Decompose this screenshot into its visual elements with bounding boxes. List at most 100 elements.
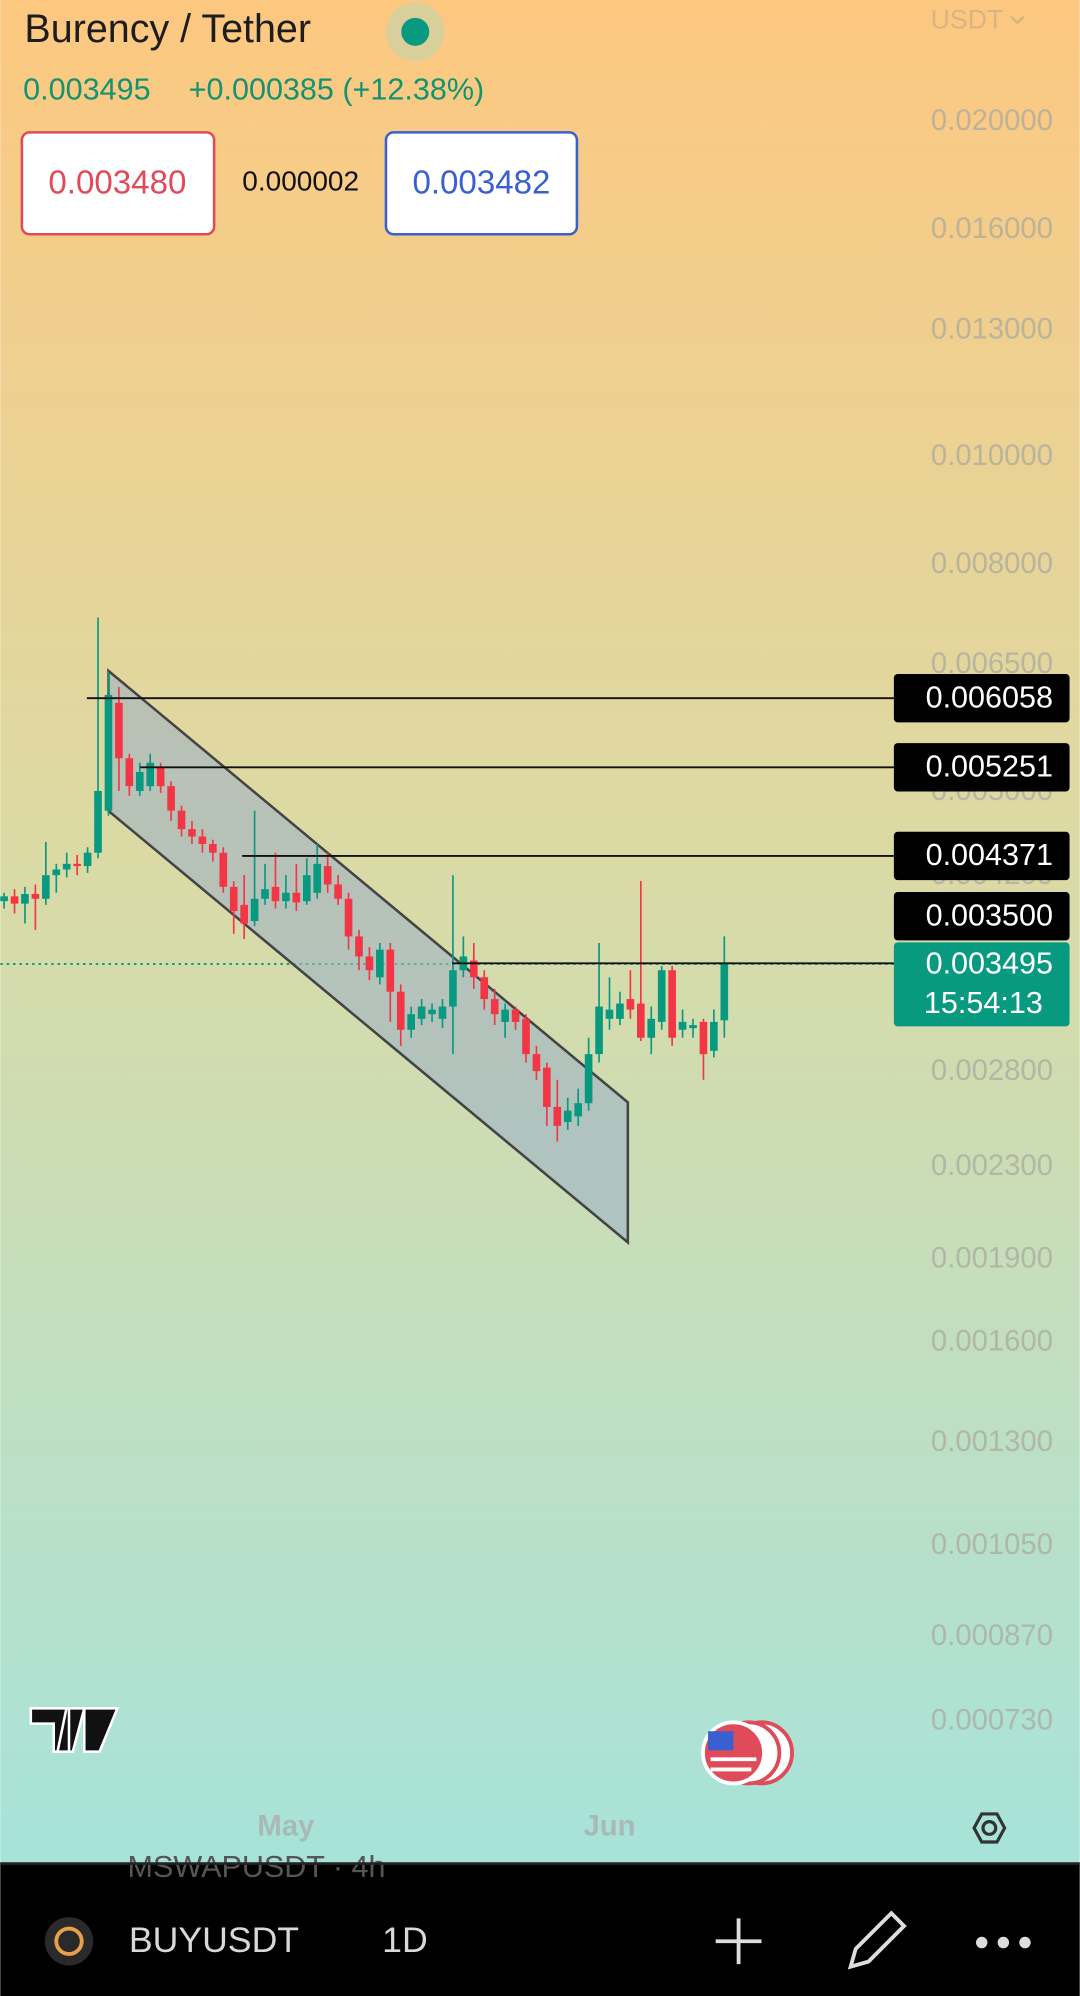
toolbar-symbol[interactable]: BUYUSDT — [129, 1920, 299, 1960]
candles — [0, 617, 729, 1142]
candle-body — [480, 977, 489, 1000]
candle-body — [647, 1018, 656, 1038]
y-tick-label: 0.002300 — [931, 1150, 1053, 1182]
y-tick-label: 0.000870 — [931, 1620, 1053, 1652]
market-status[interactable] — [401, 17, 430, 46]
more-button[interactable] — [975, 1936, 1031, 1949]
candle-body — [323, 866, 332, 885]
candle-body — [146, 762, 155, 787]
candle-body — [198, 836, 207, 845]
overlays: 0.006058 0.005251 0.004371 0.003500 0.003495… — [86, 674, 1070, 1027]
level-label: 0.006058 — [926, 681, 1053, 715]
candle-body — [636, 1003, 645, 1038]
candle-body — [574, 1103, 583, 1117]
symbol-title[interactable]: Burency / Tether — [24, 7, 311, 51]
symbol-icon[interactable] — [44, 1917, 94, 1966]
draw-button[interactable] — [847, 1910, 907, 1970]
candle-body — [219, 852, 228, 887]
candle-body — [407, 1014, 415, 1030]
tv-logo — [29, 1707, 120, 1753]
candle-body — [0, 896, 8, 902]
candle-body — [678, 1021, 687, 1030]
candle-body — [115, 702, 123, 759]
candle-body — [156, 767, 165, 787]
candle-body — [616, 1003, 624, 1019]
y-tick-label: 0.002800 — [931, 1055, 1053, 1087]
candle-body — [490, 999, 499, 1015]
events-flags[interactable] — [701, 1720, 794, 1786]
candle-body — [449, 970, 457, 1007]
candle-body — [657, 970, 666, 1022]
sell-button[interactable] — [20, 131, 216, 236]
candle-body — [522, 1018, 530, 1055]
settings-button[interactable] — [972, 1812, 1007, 1844]
candle-body — [271, 886, 280, 902]
candle-body — [21, 893, 29, 904]
x-tick-label: Jun — [583, 1811, 635, 1843]
candle-body — [313, 863, 322, 893]
candle-body — [282, 892, 290, 902]
y-tick-label: 0.008000 — [931, 548, 1053, 580]
candle-body — [428, 1009, 436, 1015]
y-tick-label: 0.001600 — [931, 1325, 1053, 1357]
candle-body — [626, 999, 635, 1010]
candle-body — [250, 898, 259, 922]
candle-body — [261, 889, 269, 899]
currency-chevron — [1010, 15, 1025, 25]
level-label-box — [893, 674, 1070, 723]
candle-body — [605, 1009, 614, 1019]
add-button[interactable] — [715, 1918, 762, 1965]
candle-body — [10, 896, 19, 904]
toolbar-border — [0, 1862, 1080, 1865]
candle-body — [302, 875, 311, 902]
candle-body — [167, 786, 175, 811]
candle-body — [104, 694, 113, 811]
level-label: 0.003500 — [926, 899, 1053, 933]
currency-selector[interactable]: USDT — [931, 5, 1004, 35]
level-label: 0.005251 — [926, 750, 1053, 784]
candle-body — [365, 956, 374, 971]
y-tick-label: 0.001050 — [931, 1529, 1053, 1561]
candle-body — [73, 863, 81, 867]
candle-body — [386, 949, 395, 992]
candle-body — [344, 898, 353, 937]
countdown: 15:54:13 — [924, 986, 1043, 1020]
buy-button[interactable] — [384, 131, 579, 236]
level-label-box — [893, 743, 1070, 792]
y-tick-label: 0.010000 — [931, 440, 1053, 472]
y-tick-label: 0.000730 — [931, 1705, 1053, 1737]
candle-body — [595, 1006, 603, 1055]
candle-body — [209, 844, 217, 853]
x-tick-label: May — [257, 1811, 315, 1843]
last-price: 0.003495 — [23, 73, 150, 107]
level-label: 0.004371 — [926, 838, 1053, 872]
candle-body — [188, 829, 196, 837]
y-tick-label: 0.013000 — [931, 313, 1053, 345]
candle-body — [543, 1067, 551, 1107]
candle-body — [501, 1009, 509, 1022]
candle-body — [668, 970, 676, 1038]
candle-body — [396, 991, 405, 1030]
candle-body — [417, 1006, 426, 1019]
candle-body — [94, 790, 102, 853]
candle-body — [62, 863, 71, 870]
spread: 0.000002 — [242, 166, 359, 197]
price-change: +0.000385 (+12.38%) — [189, 73, 485, 107]
last-price-box — [893, 942, 1070, 1027]
candle-body — [125, 758, 134, 787]
ask-price[interactable]: 0.003482 — [412, 164, 550, 201]
candle-body — [355, 936, 363, 957]
candle-body — [229, 886, 238, 911]
candle-body — [469, 960, 478, 978]
candle-body — [135, 772, 144, 791]
candle-body — [532, 1054, 541, 1072]
candle-body — [584, 1054, 593, 1104]
candle-body — [334, 884, 342, 899]
candle-body — [699, 1021, 708, 1055]
candle-body — [83, 852, 92, 867]
toolbar-interval[interactable]: 1D — [382, 1920, 428, 1960]
candle-body — [31, 893, 40, 899]
candle-body — [240, 904, 248, 924]
bid-price[interactable]: 0.003480 — [48, 164, 186, 201]
